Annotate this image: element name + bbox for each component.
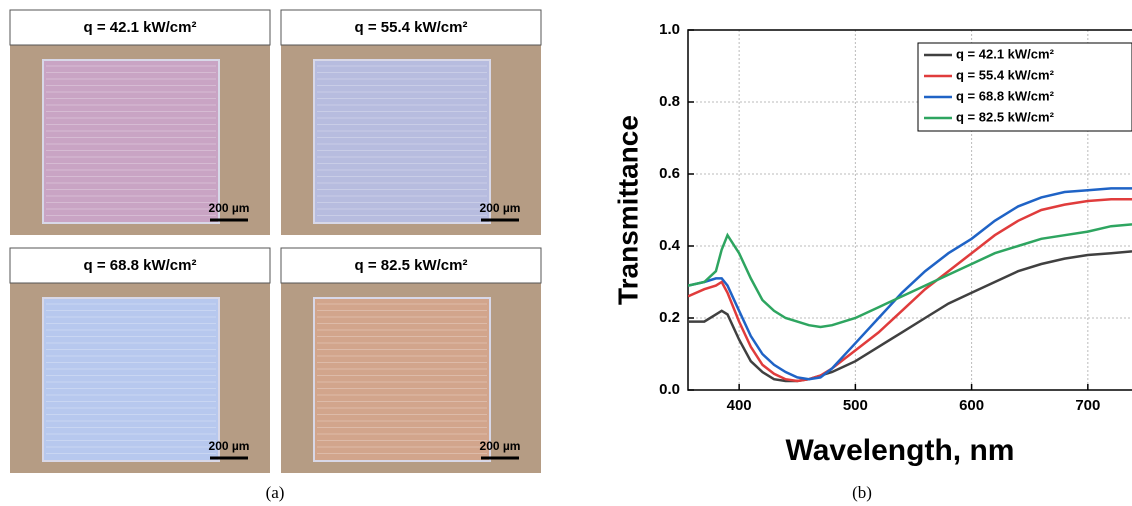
x-tick-label: 400 bbox=[727, 397, 752, 414]
photo-label: q = 82.5 kW/cm² bbox=[355, 257, 468, 274]
legend-box bbox=[917, 42, 1132, 132]
legend-label: q = 82.5 kW/cm² bbox=[956, 109, 1055, 124]
header-box bbox=[280, 9, 542, 46]
series-line bbox=[688, 250, 1132, 383]
y-tick-label: 1.0 bbox=[659, 21, 680, 38]
chart: 0.0 0.2 0.4 0.6 0.8 1.0 400 500 600 700 q = 42.1 k… bbox=[612, 21, 1132, 467]
x-tick-label: 600 bbox=[959, 397, 984, 414]
plot-frame bbox=[687, 29, 1132, 391]
series-line bbox=[688, 197, 1132, 383]
legend-label: q = 68.8 kW/cm² bbox=[956, 88, 1055, 103]
scale-label: 200 µm bbox=[480, 439, 521, 453]
y-tick-label: 0.0 bbox=[659, 381, 680, 398]
header-box bbox=[280, 247, 542, 284]
scale-label: 200 µm bbox=[209, 439, 250, 453]
photo-label: q = 68.8 kW/cm² bbox=[84, 257, 197, 274]
pattern-square bbox=[313, 297, 491, 462]
series-line bbox=[688, 187, 1132, 381]
legend-label: q = 55.4 kW/cm² bbox=[956, 67, 1055, 82]
pattern-square bbox=[42, 59, 220, 224]
caption-a: (a) bbox=[266, 483, 285, 502]
y-tick-label: 0.8 bbox=[659, 93, 680, 110]
pattern-square bbox=[42, 297, 220, 462]
scale-label: 200 µm bbox=[480, 201, 521, 215]
y-axis-label: Transmittance bbox=[612, 115, 643, 305]
panel-a: q = 42.1 kW/cm² 200 µm q = 55.4 kW/cm² 200 … bbox=[9, 9, 542, 473]
pattern-square bbox=[313, 59, 491, 224]
y-tick-label: 0.4 bbox=[659, 237, 681, 254]
y-tick-label: 0.2 bbox=[659, 309, 680, 326]
x-axis-label: Wavelength, nm bbox=[786, 434, 1015, 467]
series-line bbox=[688, 223, 1132, 329]
x-tick-label: 700 bbox=[1075, 397, 1100, 414]
x-tick-label: 500 bbox=[843, 397, 868, 414]
scale-label: 200 µm bbox=[209, 201, 250, 215]
header-box bbox=[9, 247, 271, 284]
header-box bbox=[9, 9, 271, 46]
photo-label: q = 42.1 kW/cm² bbox=[84, 19, 197, 36]
y-tick-label: 0.6 bbox=[659, 165, 680, 182]
legend-label: q = 42.1 kW/cm² bbox=[956, 46, 1055, 61]
caption-b: (b) bbox=[852, 483, 872, 502]
photo-label: q = 55.4 kW/cm² bbox=[355, 19, 468, 36]
